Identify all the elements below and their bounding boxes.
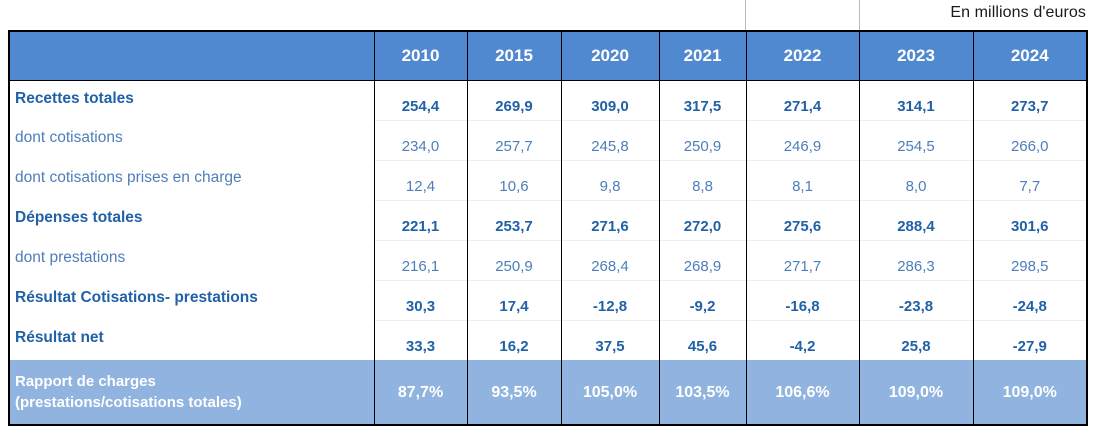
row-label: Recettes totales xyxy=(9,80,374,120)
year-header: 2022 xyxy=(745,31,859,81)
value-cell: 9,8 xyxy=(560,159,659,200)
year-header: 2020 xyxy=(560,31,659,81)
row-label: dont prestations xyxy=(9,240,374,280)
value-cell: 273,7 xyxy=(972,79,1087,120)
gridline-vertical xyxy=(745,0,746,31)
table-row: dont cotisations 234,0 257,7 245,8 250,9 246,… xyxy=(9,119,1087,160)
value-cell: 216,1 xyxy=(373,239,467,280)
value-cell: 317,5 xyxy=(658,79,746,120)
value-cell: 45,6 xyxy=(658,319,746,360)
value-cell: 7,7 xyxy=(972,159,1087,200)
value-cell: 250,9 xyxy=(658,119,746,160)
year-header: 2010 xyxy=(373,31,467,81)
value-cell: 298,5 xyxy=(972,239,1087,280)
value-cell: -9,2 xyxy=(658,279,746,320)
value-cell: 250,9 xyxy=(466,239,561,280)
value-cell: 246,9 xyxy=(745,119,859,160)
year-header: 2023 xyxy=(858,31,973,81)
value-cell: 8,8 xyxy=(658,159,746,200)
value-cell: 12,4 xyxy=(373,159,467,200)
value-cell: 288,4 xyxy=(858,199,973,240)
footer-value-cell: 105,0% xyxy=(560,360,659,425)
value-cell: 254,5 xyxy=(858,119,973,160)
value-cell: -24,8 xyxy=(972,279,1087,320)
value-cell: -16,8 xyxy=(745,279,859,320)
value-cell: 10,6 xyxy=(466,159,561,200)
value-cell: 286,3 xyxy=(858,239,973,280)
value-cell: 253,7 xyxy=(466,199,561,240)
table-row: Recettes totales 254,4 269,9 309,0 317,5 271,… xyxy=(9,79,1087,120)
row-label: dont cotisations prises en charge xyxy=(9,160,374,200)
value-cell: 314,1 xyxy=(858,79,973,120)
value-cell: 25,8 xyxy=(858,319,973,360)
row-label: Dépenses totales xyxy=(9,200,374,240)
row-label: Résultat net xyxy=(9,320,374,360)
header-row: 2010 2015 2020 2021 2022 2023 2024 xyxy=(9,31,1087,81)
value-cell: -4,2 xyxy=(745,319,859,360)
footer-value-cell: 109,0% xyxy=(972,360,1087,425)
value-cell: 33,3 xyxy=(373,319,467,360)
row-label: Résultat Cotisations- prestations xyxy=(9,280,374,320)
units-note: En millions d'euros xyxy=(950,4,1086,21)
value-cell: 268,4 xyxy=(560,239,659,280)
value-cell: 221,1 xyxy=(373,199,467,240)
table-row: dont prestations 216,1 250,9 268,4 268,9 271,… xyxy=(9,239,1087,280)
value-cell: 257,7 xyxy=(466,119,561,160)
corner-cell xyxy=(9,31,374,81)
table-row: dont cotisations prises en charge 12,4 10,… xyxy=(9,159,1087,200)
value-cell: 301,6 xyxy=(972,199,1087,240)
value-cell: 17,4 xyxy=(466,279,561,320)
row-label: dont cotisations xyxy=(9,120,374,160)
footer-value-cell: 87,7% xyxy=(373,360,467,425)
value-cell: 245,8 xyxy=(560,119,659,160)
footer-value-cell: 109,0% xyxy=(858,360,973,425)
value-cell: 30,3 xyxy=(373,279,467,320)
financial-data-table: 2010 2015 2020 2021 2022 2023 2024 Recettes to… xyxy=(8,30,1088,426)
value-cell: 271,6 xyxy=(560,199,659,240)
value-cell: 16,2 xyxy=(466,319,561,360)
value-cell: 37,5 xyxy=(560,319,659,360)
value-cell: 266,0 xyxy=(972,119,1087,160)
value-cell: 268,9 xyxy=(658,239,746,280)
value-cell: 271,7 xyxy=(745,239,859,280)
footer-value-cell: 103,5% xyxy=(658,360,746,425)
year-header: 2021 xyxy=(658,31,746,81)
value-cell: 272,0 xyxy=(658,199,746,240)
footer-row: Rapport de charges (prestations/cotisatio… xyxy=(9,360,1087,425)
value-cell: 8,1 xyxy=(745,159,859,200)
footer-label: Rapport de charges (prestations/cotisatio… xyxy=(9,360,374,425)
value-cell: -27,9 xyxy=(972,319,1087,360)
year-header: 2015 xyxy=(466,31,561,81)
value-cell: -23,8 xyxy=(858,279,973,320)
value-cell: 254,4 xyxy=(373,79,467,120)
table-row: Résultat net 33,3 16,2 37,5 45,6 -4,2 25,8 -27,… xyxy=(9,319,1087,360)
year-header: 2024 xyxy=(972,31,1087,81)
value-cell: 269,9 xyxy=(466,79,561,120)
value-cell: 275,6 xyxy=(745,199,859,240)
value-cell: 234,0 xyxy=(373,119,467,160)
table-row: Résultat Cotisations- prestations 30,3 17,… xyxy=(9,279,1087,320)
footer-value-cell: 93,5% xyxy=(466,360,561,425)
value-cell: 309,0 xyxy=(560,79,659,120)
footer-value-cell: 106,6% xyxy=(745,360,859,425)
value-cell: 8,0 xyxy=(858,159,973,200)
gridline-vertical xyxy=(859,0,860,31)
value-cell: 271,4 xyxy=(745,79,859,120)
value-cell: -12,8 xyxy=(560,279,659,320)
table-row: Dépenses totales 221,1 253,7 271,6 272,0 275,… xyxy=(9,199,1087,240)
